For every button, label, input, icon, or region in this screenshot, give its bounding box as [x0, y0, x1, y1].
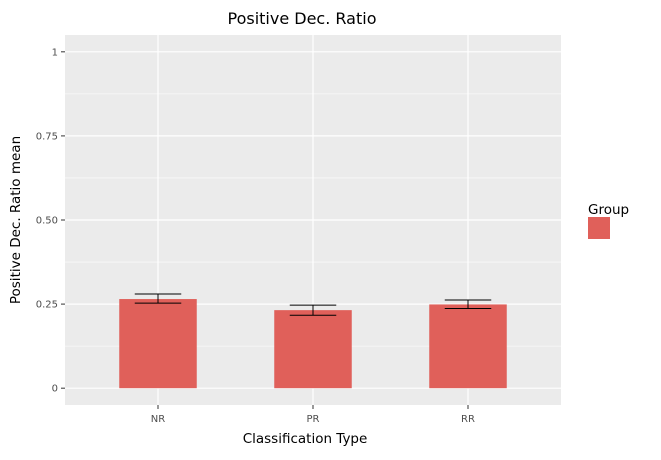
y-axis-ticks: 0 0.25 0.50 0.75 1: [36, 47, 65, 395]
bar-nr: [119, 299, 197, 389]
legend: Group: [588, 202, 629, 239]
y-tick-label: 0.75: [36, 131, 58, 142]
y-tick-label: 0.50: [36, 216, 58, 227]
x-tick-label: RR: [461, 414, 475, 425]
y-tick-label: 0: [52, 384, 58, 395]
bars: [119, 299, 507, 389]
error-bars: [134, 293, 492, 316]
legend-key-swatch: [588, 217, 610, 239]
bar-rr: [429, 304, 507, 389]
x-axis-title: Classification Type: [243, 431, 368, 447]
legend-title: Group: [588, 202, 629, 218]
bar-pr: [274, 310, 352, 389]
y-tick-label: 1: [52, 47, 58, 58]
x-axis-ticks: NR PR RR: [151, 405, 475, 425]
y-tick-label: 0.25: [36, 300, 58, 311]
y-axis-title: Positive Dec. Ratio mean: [8, 136, 24, 304]
x-tick-label: NR: [151, 414, 165, 425]
chart-title: Positive Dec. Ratio: [228, 9, 377, 28]
x-tick-label: PR: [307, 414, 320, 425]
